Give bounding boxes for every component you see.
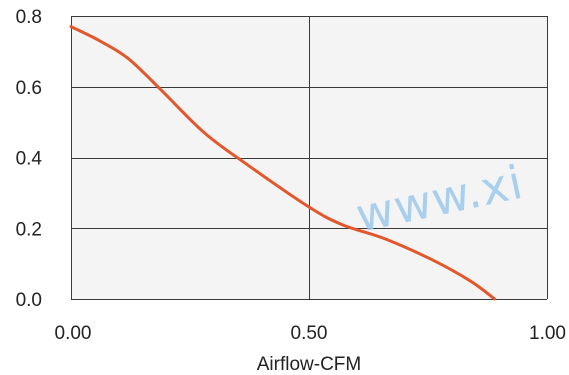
series-group <box>69 25 497 301</box>
x-axis-ticks: 0.00 0.50 1.00 <box>55 323 566 344</box>
y-tick-label: 0.6 <box>16 78 42 99</box>
y-tick-label: 0.2 <box>16 219 42 240</box>
y-axis-ticks: 0.0 0.2 0.4 0.6 0.8 <box>16 7 43 311</box>
y-tick-label: 0.4 <box>16 149 43 170</box>
x-tick-label: 0.50 <box>291 323 328 344</box>
x-tick-label: 0.00 <box>55 323 92 344</box>
y-tick-label: 0.8 <box>16 7 42 28</box>
series-line <box>69 25 497 301</box>
grid <box>70 16 548 301</box>
x-axis-label: Airflow-CFM <box>257 354 362 375</box>
x-tick-label: 1.00 <box>529 323 566 344</box>
y-tick-label: 0.0 <box>16 290 42 311</box>
